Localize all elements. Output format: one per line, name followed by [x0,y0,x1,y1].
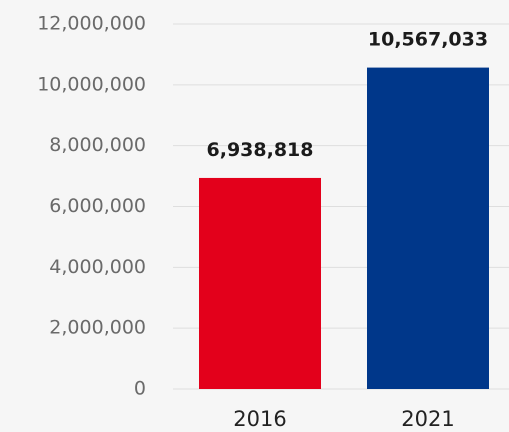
y-tick-label: 12,000,000 [37,13,146,35]
data-label-2021: 10,567,033 [368,29,488,51]
x-axis-categories: 2016 2021 [233,407,454,431]
y-tick-label: 6,000,000 [49,195,146,217]
data-labels: 6,938,818 10,567,033 [207,29,489,161]
x-category-label: 2016 [233,407,286,431]
y-tick-label: 10,000,000 [37,73,146,95]
bar-2016 [199,177,321,389]
y-tick-label: 0 [134,378,146,400]
x-category-label: 2021 [401,407,454,431]
y-axis-ticks: 0 2,000,000 4,000,000 6,000,000 8,000,000 10,… [37,13,146,400]
bars [199,67,489,389]
bar-2021 [367,67,489,389]
y-tick-label: 8,000,000 [49,134,146,156]
data-label-2016: 6,938,818 [207,139,314,161]
y-tick-label: 2,000,000 [49,317,146,339]
y-tick-label: 4,000,000 [49,256,146,278]
